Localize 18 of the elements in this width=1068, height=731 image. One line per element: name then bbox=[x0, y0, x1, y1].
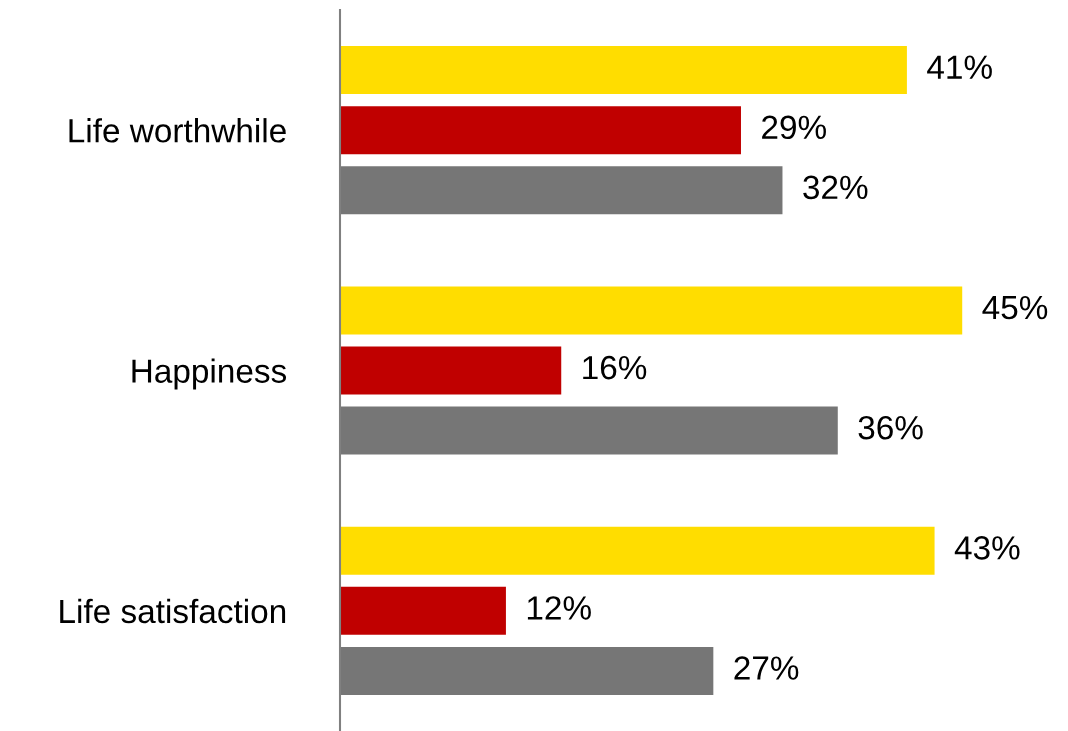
data-label: 27% bbox=[734, 656, 799, 680]
data-label: 32% bbox=[803, 175, 868, 200]
data-label: 41% bbox=[927, 55, 992, 79]
bar bbox=[340, 526, 935, 575]
data-label: 43% bbox=[954, 536, 1020, 560]
y-tick-label: Life satisfaction bbox=[60, 598, 286, 624]
data-label: 36% bbox=[858, 415, 923, 440]
data-label: 16% bbox=[583, 355, 647, 380]
data-label: 29% bbox=[762, 115, 826, 140]
bar bbox=[340, 346, 562, 395]
bar bbox=[340, 586, 506, 635]
y-tick-label: Happiness bbox=[132, 358, 287, 390]
y-tick-label: Life worthwhile bbox=[69, 118, 286, 143]
data-label: 12% bbox=[527, 596, 591, 620]
bar bbox=[340, 286, 963, 335]
data-label: 45% bbox=[982, 295, 1048, 320]
bar bbox=[340, 46, 907, 95]
bar bbox=[340, 106, 741, 155]
